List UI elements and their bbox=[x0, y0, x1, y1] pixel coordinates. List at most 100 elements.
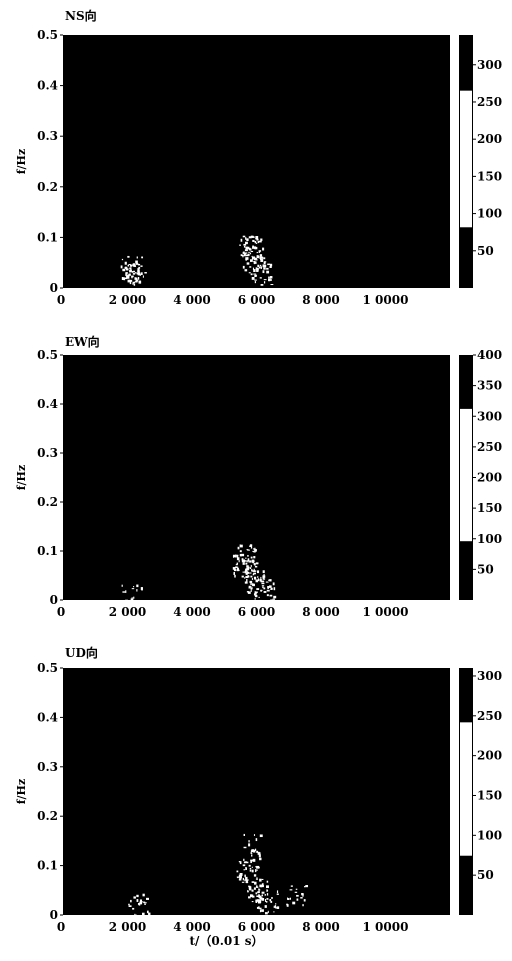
hotspot-speck bbox=[148, 912, 151, 915]
hotspot-speck bbox=[249, 869, 252, 872]
hotspot-speck bbox=[141, 589, 143, 591]
hotspot-speck bbox=[244, 570, 247, 574]
hotspot-speck bbox=[259, 277, 262, 279]
hotspot-speck bbox=[254, 240, 257, 244]
hotspot-speck bbox=[254, 570, 257, 572]
hotspot-speck bbox=[267, 586, 270, 588]
hotspot-speck bbox=[248, 251, 250, 254]
hotspot-4 bbox=[286, 885, 309, 907]
hotspot-speck bbox=[256, 238, 259, 241]
hotspot-speck bbox=[257, 894, 260, 896]
hotspot-speck bbox=[286, 904, 289, 907]
hotspot-speck bbox=[135, 263, 139, 265]
hotspot-speck bbox=[248, 586, 251, 589]
hotspot-speck bbox=[259, 250, 262, 252]
hotspot-speck bbox=[271, 897, 273, 899]
hotspot-speck bbox=[268, 278, 271, 282]
hotspot-speck bbox=[242, 251, 245, 254]
hotspot-speck bbox=[135, 260, 138, 264]
y-axis-label: f/Hz bbox=[15, 465, 28, 490]
colorbar-band bbox=[460, 722, 472, 856]
hotspot-speck bbox=[254, 565, 258, 568]
hotspot-speck bbox=[246, 567, 250, 571]
panel-title: NS向 bbox=[65, 8, 97, 23]
hotspot-speck bbox=[136, 894, 139, 898]
colorbar-tick-label: 350 bbox=[477, 379, 502, 393]
hotspot-speck bbox=[255, 838, 258, 842]
hotspot-speck bbox=[126, 268, 129, 271]
hotspot-speck bbox=[130, 600, 134, 603]
hotspot-speck bbox=[262, 264, 265, 268]
hotspot-speck bbox=[143, 902, 147, 904]
hotspot-speck bbox=[127, 255, 130, 258]
y-tick-label: 0.4 bbox=[37, 79, 58, 93]
hotspot-speck bbox=[260, 284, 264, 286]
hotspot-speck bbox=[245, 880, 248, 884]
hotspot-speck bbox=[257, 886, 259, 888]
hotspot-3 bbox=[239, 235, 263, 262]
y-tick-label: 0.1 bbox=[37, 859, 58, 873]
hotspot-speck bbox=[250, 250, 254, 253]
x-tick-label: 0 bbox=[57, 293, 65, 307]
hotspot-speck bbox=[257, 267, 259, 270]
hotspot-speck bbox=[247, 549, 250, 551]
hotspot-speck bbox=[244, 249, 248, 252]
hotspot-speck bbox=[249, 544, 253, 546]
hotspot-speck bbox=[136, 277, 138, 280]
hotspot-speck bbox=[264, 905, 267, 908]
hotspot-speck bbox=[257, 576, 259, 578]
colorbar-tick-label: 200 bbox=[477, 471, 502, 485]
hotspot-speck bbox=[255, 900, 258, 903]
hotspot-speck bbox=[247, 575, 250, 578]
hotspot-speck bbox=[139, 273, 141, 276]
hotspot-speck bbox=[250, 546, 253, 549]
colorbar-tick-label: 250 bbox=[477, 95, 502, 109]
y-tick-label: 0 bbox=[50, 281, 58, 295]
hotspot-speck bbox=[135, 272, 137, 274]
hotspot-1 bbox=[120, 255, 144, 282]
hotspot-speck bbox=[133, 586, 135, 588]
colorbar-tick-label: 300 bbox=[477, 669, 502, 683]
hotspot-speck bbox=[243, 245, 246, 248]
colorbar-tick-label: 250 bbox=[477, 709, 502, 723]
hotspot-speck bbox=[263, 591, 267, 593]
hotspot-speck bbox=[136, 584, 139, 588]
hotspot-speck bbox=[238, 861, 241, 863]
hotspot-speck bbox=[254, 881, 257, 885]
hotspot-speck bbox=[255, 878, 258, 880]
hotspot-speck bbox=[239, 553, 242, 557]
hotspot-speck bbox=[248, 887, 252, 891]
hotspot-speck bbox=[265, 901, 268, 903]
hotspot-speck bbox=[252, 548, 255, 550]
hotspot-speck bbox=[289, 889, 293, 891]
hotspot-speck bbox=[252, 570, 256, 572]
hotspot-speck bbox=[260, 576, 262, 579]
hotspot-speck bbox=[251, 881, 255, 883]
hotspot-speck bbox=[253, 874, 257, 877]
hotspot-speck bbox=[243, 858, 245, 861]
hotspot-speck bbox=[289, 897, 291, 900]
hotspot-speck bbox=[265, 581, 269, 583]
hotspot-2 bbox=[245, 878, 269, 904]
hotspot-speck bbox=[241, 553, 245, 557]
hotspot-speck bbox=[250, 583, 254, 585]
hotspot-speck bbox=[256, 877, 258, 880]
colorbar-tick-label: 50 bbox=[477, 868, 494, 882]
hotspot-speck bbox=[264, 898, 267, 902]
x-tick-label: 4 000 bbox=[173, 920, 211, 934]
hotspot-speck bbox=[140, 587, 143, 590]
hotspot-speck bbox=[259, 857, 262, 861]
y-tick-label: 0.2 bbox=[37, 495, 58, 509]
hotspot-speck bbox=[133, 265, 137, 267]
hotspot-speck bbox=[248, 236, 252, 239]
hotspot-speck bbox=[256, 588, 260, 591]
hotspot-speck bbox=[248, 585, 252, 587]
hotspot-speck bbox=[243, 869, 246, 871]
x-tick-label: 1 0000 bbox=[363, 920, 409, 934]
hotspot-speck bbox=[249, 266, 252, 268]
hotspot-speck bbox=[245, 573, 248, 575]
hotspot-speck bbox=[257, 900, 261, 904]
hotspot-speck bbox=[123, 277, 126, 281]
hotspot-speck bbox=[259, 884, 263, 888]
hotspot-speck bbox=[263, 257, 266, 260]
